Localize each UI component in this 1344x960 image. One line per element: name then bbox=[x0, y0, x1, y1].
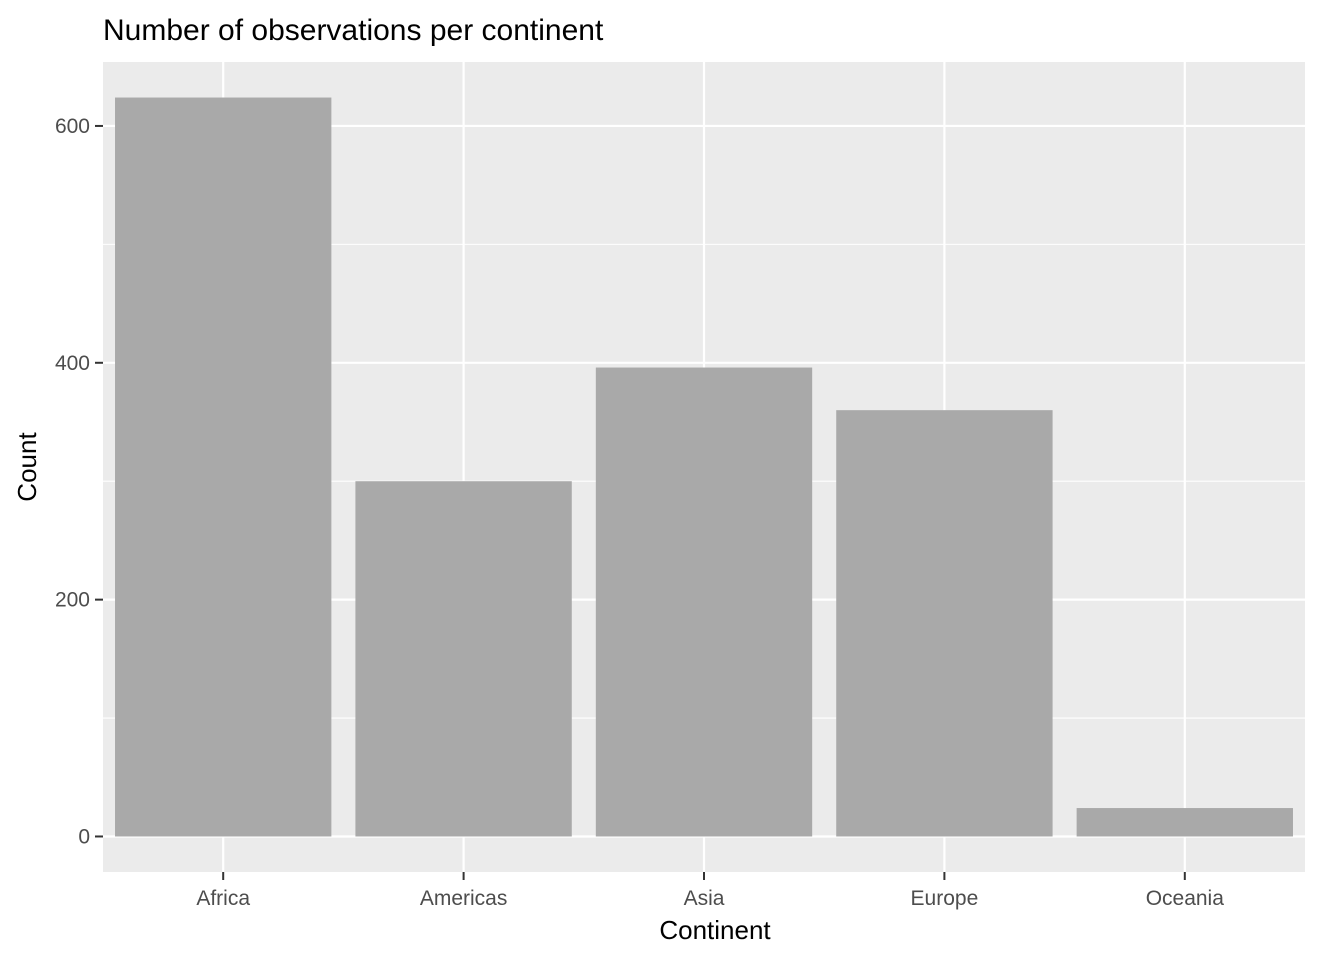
y-axis-title: Count bbox=[12, 432, 42, 502]
bar-europe bbox=[836, 410, 1053, 837]
y-tick-label: 600 bbox=[55, 115, 90, 138]
x-tick-label-africa: Africa bbox=[196, 887, 250, 910]
y-tick-label: 200 bbox=[55, 589, 90, 612]
x-tick-label-asia: Asia bbox=[684, 887, 725, 910]
x-axis-title: Continent bbox=[659, 915, 771, 945]
bar-americas bbox=[355, 481, 572, 837]
x-axis: Africa Americas Asia Europe Oceania bbox=[196, 872, 1224, 910]
bar-africa bbox=[115, 97, 332, 837]
y-axis: 0 200 400 600 bbox=[55, 115, 103, 848]
x-tick-label-americas: Americas bbox=[420, 887, 508, 910]
bar-asia bbox=[595, 367, 813, 837]
x-tick-label-europe: Europe bbox=[911, 887, 979, 910]
y-tick-label: 400 bbox=[55, 352, 90, 375]
chart-title: Number of observations per continent bbox=[103, 14, 604, 47]
bar-oceania bbox=[1076, 808, 1293, 837]
x-tick-label-oceania: Oceania bbox=[1146, 887, 1225, 910]
y-tick-label: 0 bbox=[78, 825, 90, 848]
bars bbox=[115, 97, 1293, 837]
